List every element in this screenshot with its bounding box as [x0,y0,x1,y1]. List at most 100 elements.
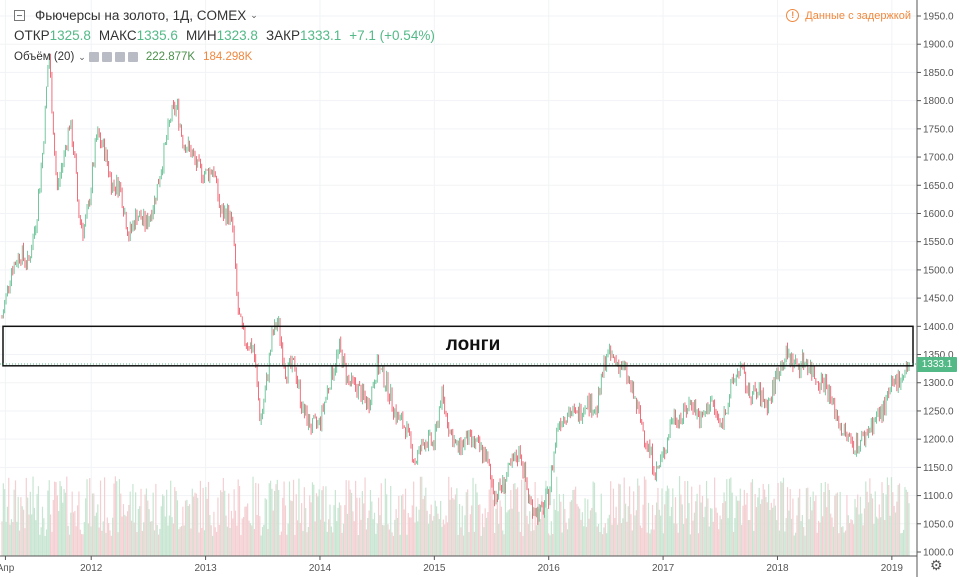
volume-bar [637,478,639,556]
volume-bar [577,506,579,556]
volume-bar [179,527,181,556]
volume-bar [766,502,768,556]
volume-bar [286,534,288,556]
volume-bar [682,524,685,556]
volume-bar [762,483,764,556]
volume-bar [140,488,142,556]
volume-bar [206,498,208,556]
open-value: 1325.8 [49,28,91,43]
volume-label[interactable]: Объём (20) [14,51,75,63]
volume-bar [797,497,799,556]
volume-bar [623,477,625,556]
volume-bar [593,482,596,556]
volume-bar [639,525,642,556]
volume-bar [272,510,274,556]
close-value: 1333.1 [299,28,342,43]
volume-bar [16,521,18,556]
volume-bar [302,530,304,556]
volume-bar [736,500,739,556]
longs-zone-box [2,325,914,367]
volume-bar [301,503,303,556]
volume-bar [444,524,446,556]
volume-bar [184,500,187,556]
volume-bar [229,527,231,556]
volume-bar [849,523,851,556]
volume-bar [819,522,821,556]
volume-bar [461,505,463,556]
volume-bar [436,506,438,556]
volume-bar [900,533,902,556]
volume-bar [626,521,628,556]
volume-bar [406,534,408,556]
volume-value: 222.877K [145,51,196,63]
delay-notice[interactable]: ! Данные с задержкой [786,9,911,22]
y-tick-label: 1850.0 [923,68,954,79]
y-tick-label: 1000.0 [923,548,954,559]
volume-bar [35,520,37,556]
volume-bar [651,504,654,556]
volume-bar [298,478,300,556]
volume-bar [838,533,840,556]
x-tick-label: 2016 [538,563,561,574]
volume-bar [491,479,493,556]
volume-bar [522,535,524,556]
chevron-down-icon[interactable]: ⌄ [250,10,258,20]
volume-bar [172,523,175,556]
collapse-icon[interactable] [14,10,25,21]
y-tick-label: 1050.0 [923,519,954,530]
volume-bar [685,518,687,556]
chevron-down-icon[interactable]: ⌄ [78,51,86,62]
volume-bar [809,496,812,556]
volume-bar [735,496,737,556]
volume-bar [52,499,54,556]
volume-bar [653,529,655,556]
plus-icon[interactable] [114,52,125,62]
high-value: 1335.6 [136,28,178,43]
volume-bar [112,517,114,556]
volume-bar [666,485,669,556]
volume-bar [31,514,33,556]
volume-bar [888,484,890,556]
gear-icon[interactable]: ⚙ [930,557,943,573]
volume-bar [32,476,34,556]
volume-bar [758,487,760,556]
volume-bar [407,512,409,556]
volume-bar [792,498,794,556]
volume-bar [445,515,447,556]
x-tick-label: Апр [0,563,15,574]
volume-bar [755,507,758,556]
symbol-title[interactable]: Фьючерсы на золото, 1Д, COMEX [35,8,247,23]
volume-bar [72,512,75,556]
volume-bar [394,519,396,556]
close-icon[interactable] [127,52,138,62]
volume-bar [98,527,100,556]
volume-bar [592,481,594,556]
volume-bar [147,500,149,556]
volume-bar [382,524,384,556]
eye-icon[interactable] [88,52,99,62]
volume-bar [494,532,496,556]
volume-bar [614,517,616,556]
volume-bar [387,524,389,556]
volume-bar [310,502,312,556]
volume-bar [826,507,828,556]
volume-bar [353,521,355,556]
volume-bar [892,492,894,556]
volume-bar [267,529,269,556]
volume-bar [190,528,192,556]
volume-bar [552,533,554,556]
volume-bar [720,519,722,556]
settings-icon[interactable] [101,52,112,62]
volume-bar [413,481,415,556]
volume-bar [820,482,822,556]
volume-bar [78,491,80,556]
volume-bar [643,476,646,556]
volume-bar [504,483,507,556]
volume-bar [465,492,467,556]
volume-bar [388,529,390,556]
volume-bar [889,515,891,556]
y-tick-label: 1600.0 [923,209,954,220]
volume-bar [306,532,308,556]
volume-bar [218,524,220,556]
